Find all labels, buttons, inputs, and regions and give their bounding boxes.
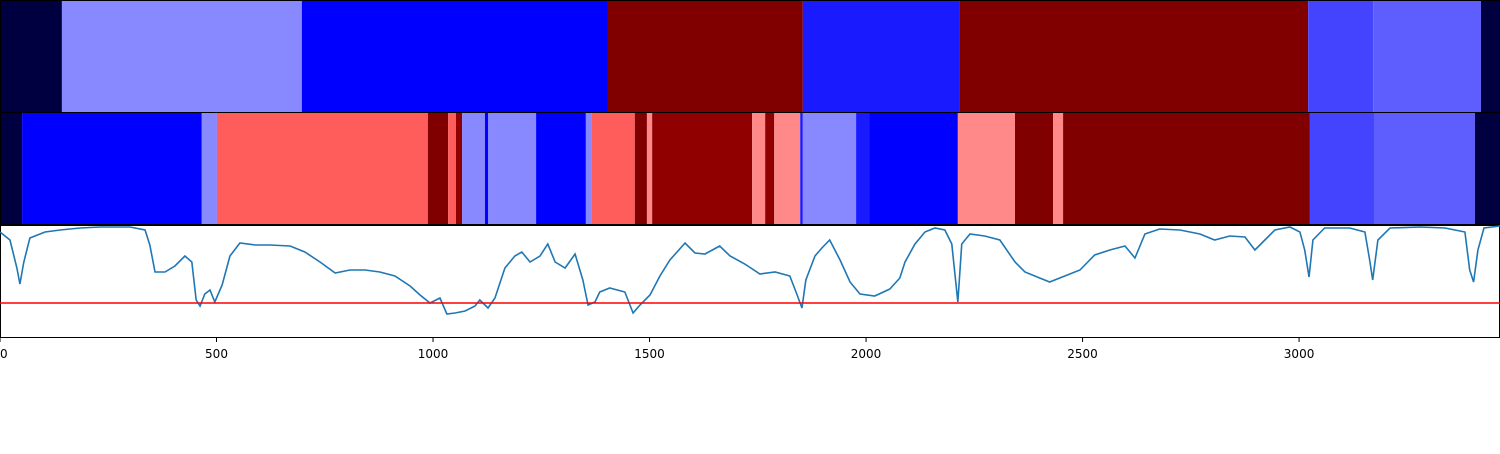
segment — [301, 1, 608, 113]
segment — [957, 113, 1016, 225]
segment — [607, 1, 803, 113]
x-tick-label: 1500 — [634, 347, 665, 361]
segment — [800, 113, 803, 225]
segment — [1373, 1, 1481, 113]
segment — [652, 113, 753, 225]
segment — [0, 1, 62, 113]
segment — [1308, 1, 1374, 113]
x-tick-label: 1000 — [418, 347, 449, 361]
x-tick-label: 2000 — [851, 347, 882, 361]
segment — [484, 113, 489, 225]
segment — [1053, 113, 1064, 225]
segment — [216, 113, 428, 225]
x-tick-label: 0 — [0, 347, 8, 361]
segment — [201, 113, 217, 225]
segment — [1474, 113, 1500, 225]
segment — [455, 113, 463, 225]
segment — [1309, 113, 1374, 225]
x-tick-label: 3000 — [1284, 347, 1315, 361]
segment — [869, 113, 958, 225]
plot-frame — [0, 225, 1500, 338]
segment — [1015, 113, 1054, 225]
signal-line — [0, 225, 1500, 315]
segment — [1063, 113, 1310, 225]
segment — [488, 113, 537, 225]
segment — [802, 113, 857, 225]
segment — [448, 113, 456, 225]
segment — [61, 1, 302, 113]
segment — [802, 1, 960, 113]
segment — [427, 113, 449, 225]
segment — [0, 113, 23, 225]
segment — [536, 113, 586, 225]
segment — [959, 1, 1309, 113]
segment — [646, 113, 653, 225]
segment — [774, 113, 801, 225]
segment — [634, 113, 647, 225]
segment — [462, 113, 485, 225]
segment — [22, 113, 202, 225]
segment — [585, 113, 592, 225]
segment — [1373, 113, 1475, 225]
segment — [856, 113, 870, 225]
segment — [1480, 1, 1500, 113]
segment — [591, 113, 635, 225]
x-tick-label: 2500 — [1067, 347, 1098, 361]
x-tick-label: 500 — [205, 347, 228, 361]
segment — [765, 113, 775, 225]
segment — [752, 113, 766, 225]
